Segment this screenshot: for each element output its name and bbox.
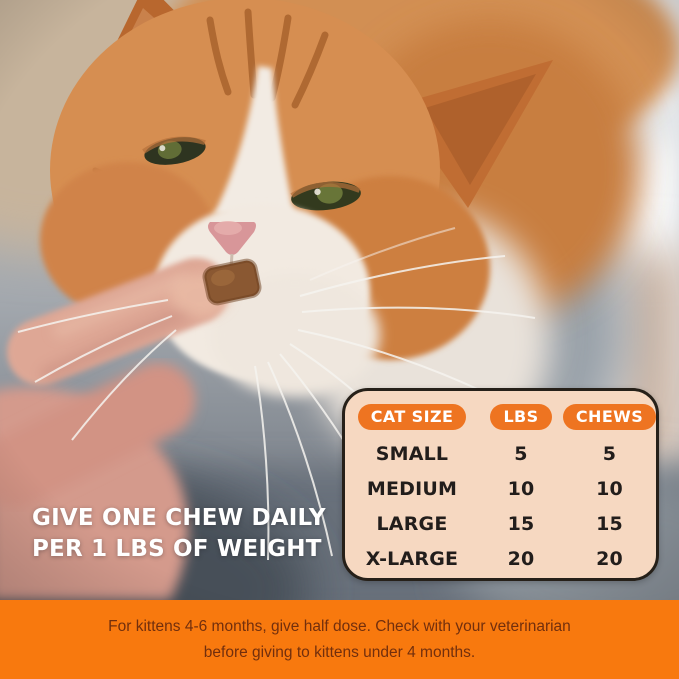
lbs-value: 10 xyxy=(507,477,535,500)
dosage-table-header-row: CAT SIZE LBS CHEWS xyxy=(345,403,657,431)
chews-value: 20 xyxy=(596,547,623,570)
chews-value: 5 xyxy=(602,442,617,465)
table-row-x-large: X-LARGE 20 20 xyxy=(345,541,656,576)
lbs-value: 15 xyxy=(507,512,535,535)
lbs-value: 20 xyxy=(507,547,535,570)
kitten-note-line-2: before giving to kittens under 4 months. xyxy=(203,644,476,661)
chews-value: 10 xyxy=(596,477,623,500)
kitten-note-line-1: For kittens 4-6 months, give half dose. … xyxy=(108,618,571,635)
dosage-table-card: CAT SIZE LBS CHEWS SMALL 5 5 MEDIUM 10 1… xyxy=(342,388,659,581)
headline-line-1: GIVE ONE CHEW DAILY xyxy=(32,505,326,531)
column-header-lbs: LBS xyxy=(490,404,552,430)
dosage-headline: GIVE ONE CHEW DAILY PER 1 LBS OF WEIGHT xyxy=(32,503,326,565)
lbs-value: 5 xyxy=(514,442,528,465)
cat-size-value: SMALL xyxy=(375,442,449,465)
cat-size-value: MEDIUM xyxy=(366,477,458,500)
table-row-small: SMALL 5 5 xyxy=(345,436,656,471)
headline-line-2: PER 1 LBS OF WEIGHT xyxy=(32,536,322,562)
chews-value: 15 xyxy=(596,512,623,535)
table-row-medium: MEDIUM 10 10 xyxy=(345,471,656,506)
kitten-dosage-note-banner: For kittens 4-6 months, give half dose. … xyxy=(0,600,679,679)
column-header-cat-size: CAT SIZE xyxy=(357,404,467,430)
cat-size-value: X-LARGE xyxy=(365,547,459,570)
column-header-chews: CHEWS xyxy=(562,404,657,430)
table-row-large: LARGE 15 15 xyxy=(345,506,656,541)
cat-size-value: LARGE xyxy=(376,512,448,535)
